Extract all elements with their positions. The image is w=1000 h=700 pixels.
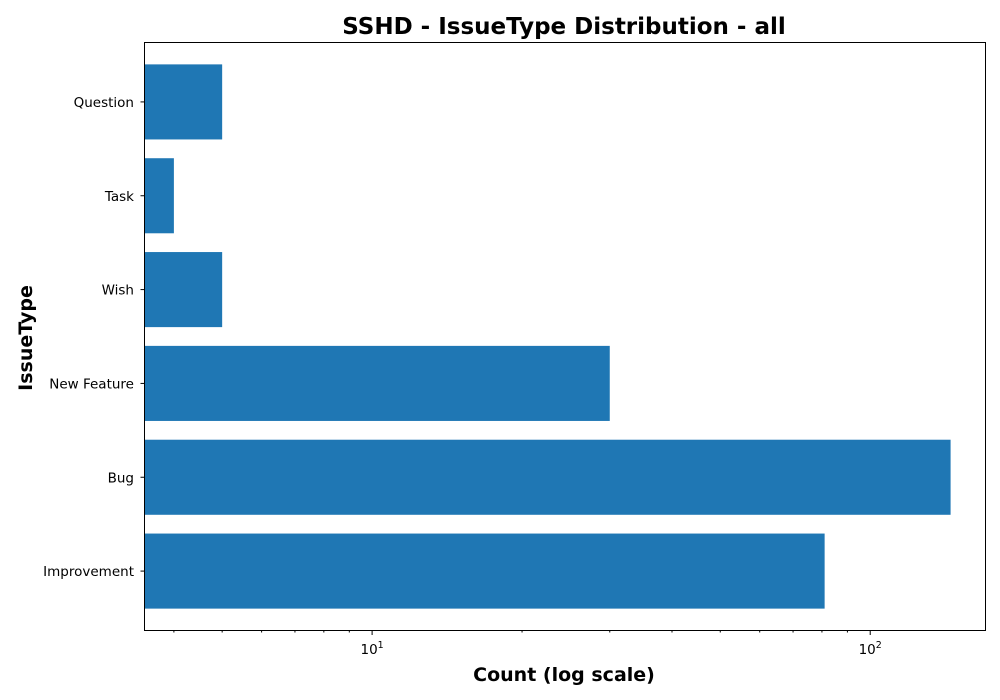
bars-layer xyxy=(145,64,951,609)
bar-wish xyxy=(145,252,223,328)
y-tick-label-bug: Bug xyxy=(108,470,134,486)
bar-task xyxy=(145,158,174,234)
y-axis-label: IssueType xyxy=(15,285,37,391)
x-tick-label: 102 xyxy=(859,640,882,658)
bar-bug xyxy=(145,439,951,515)
y-tick-label-new-feature: New Feature xyxy=(49,376,134,392)
bar-question xyxy=(145,64,223,140)
x-axis-ticks: 101 102 xyxy=(173,630,882,658)
y-axis-ticks: Improvement Bug New Feature Wish Task Questio… xyxy=(43,95,145,580)
y-tick-label-wish: Wish xyxy=(102,283,134,299)
x-tick-label: 101 xyxy=(360,640,383,658)
y-tick-label-improvement: Improvement xyxy=(43,564,134,580)
y-tick-label-question: Question xyxy=(74,95,134,111)
x-axis-label: Count (log scale) xyxy=(473,664,655,686)
plot-area-frame xyxy=(144,42,986,631)
bar-improvement xyxy=(145,533,825,609)
y-tick-label-task: Task xyxy=(104,189,134,205)
bar-new-feature xyxy=(145,345,610,421)
chart-title: SSHD - IssueType Distribution - all xyxy=(342,14,786,40)
